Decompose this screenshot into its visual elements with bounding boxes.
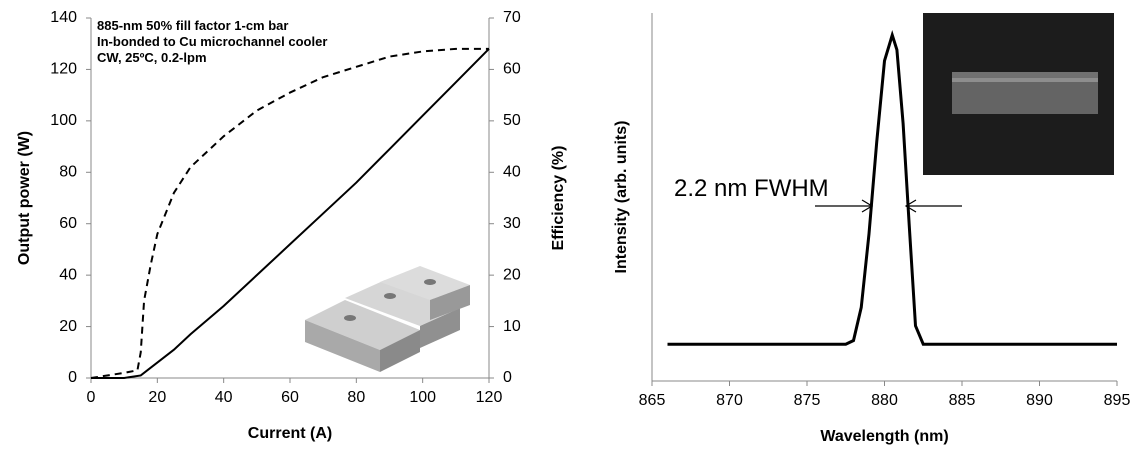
x-tick-label: 100 (409, 389, 436, 406)
x-tick-label: 870 (716, 392, 743, 409)
annotation: In-bonded to Cu microchannel cooler (97, 34, 327, 49)
data-line (667, 29, 1117, 346)
x-tick-label: 895 (1104, 392, 1131, 409)
y-tick-label: 120 (50, 61, 77, 78)
x-tick-label: 20 (148, 389, 166, 406)
annotation: 885-nm 50% fill factor 1-cm bar (97, 18, 288, 33)
x-tick-label: 0 (87, 389, 96, 406)
x-tick-label: 865 (639, 392, 666, 409)
y2-tick-label: 70 (503, 9, 521, 26)
y-tick-label: 80 (59, 164, 77, 181)
data-line (91, 48, 490, 379)
y-axis-label: Intensity (arb. units) (613, 121, 630, 274)
bar-illustration (305, 266, 470, 372)
y2-tick-label: 10 (503, 318, 521, 335)
y-tick-label: 40 (59, 266, 77, 283)
x-tick-label: 885 (949, 392, 976, 409)
y-axis-label: Output power (W) (16, 131, 33, 265)
y-tick-label: 20 (59, 318, 77, 335)
annotation: 2.2 nm FWHM (674, 175, 829, 202)
near-field-image (923, 13, 1114, 175)
y2-tick-label: 40 (503, 164, 521, 181)
x-tick-label: 80 (347, 389, 365, 406)
y-tick-label: 140 (50, 9, 77, 26)
x-tick-label: 120 (476, 389, 503, 406)
x-tick-label: 60 (281, 389, 299, 406)
y-tick-label: 100 (50, 112, 77, 129)
data-line (90, 47, 489, 379)
y2-tick-label: 20 (503, 266, 521, 283)
x-tick-label: 875 (794, 392, 821, 409)
x-tick-label: 890 (1026, 392, 1053, 409)
fwhm-arrows (815, 199, 962, 213)
x-axis-label: Wavelength (nm) (820, 428, 948, 445)
y2-axis-label: Efficiency (%) (550, 146, 567, 251)
x-axis-label: Current (A) (248, 425, 332, 442)
y-tick-label: 0 (68, 369, 77, 386)
y-tick-label: 60 (59, 215, 77, 232)
y2-tick-label: 30 (503, 215, 521, 232)
x-tick-label: 40 (215, 389, 233, 406)
y2-tick-label: 0 (503, 369, 512, 386)
y2-tick-label: 60 (503, 61, 521, 78)
annotation: CW, 25ºC, 0.2-lpm (97, 50, 207, 65)
x-tick-label: 880 (871, 392, 898, 409)
y2-tick-label: 50 (503, 112, 521, 129)
